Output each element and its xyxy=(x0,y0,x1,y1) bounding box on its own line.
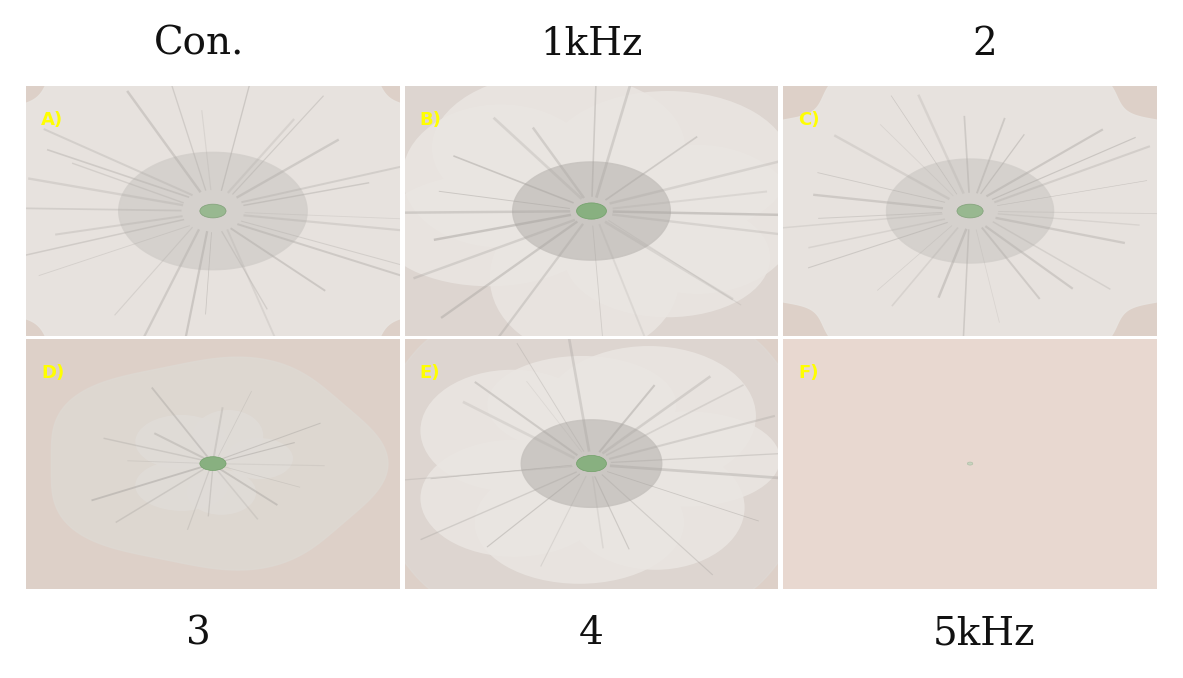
Text: D): D) xyxy=(41,363,64,382)
Ellipse shape xyxy=(564,199,770,317)
Ellipse shape xyxy=(567,445,744,570)
Ellipse shape xyxy=(272,12,911,410)
Ellipse shape xyxy=(0,273,519,654)
Ellipse shape xyxy=(474,461,684,584)
Polygon shape xyxy=(512,162,671,260)
Ellipse shape xyxy=(263,259,920,669)
Polygon shape xyxy=(717,54,1183,369)
Ellipse shape xyxy=(0,12,532,410)
Ellipse shape xyxy=(597,145,799,294)
Ellipse shape xyxy=(487,356,677,453)
Ellipse shape xyxy=(0,259,542,669)
Ellipse shape xyxy=(420,370,605,492)
Text: 3: 3 xyxy=(187,616,211,652)
Text: 2: 2 xyxy=(972,26,996,62)
Ellipse shape xyxy=(226,438,293,479)
Ellipse shape xyxy=(664,273,1183,654)
Polygon shape xyxy=(886,159,1054,263)
Ellipse shape xyxy=(641,6,1183,416)
Ellipse shape xyxy=(671,277,1183,650)
Text: F): F) xyxy=(799,363,819,382)
Polygon shape xyxy=(51,357,388,570)
Ellipse shape xyxy=(0,20,519,401)
Ellipse shape xyxy=(957,204,983,218)
Polygon shape xyxy=(296,41,887,380)
Polygon shape xyxy=(328,313,855,614)
Ellipse shape xyxy=(193,410,264,462)
Text: 5kHz: 5kHz xyxy=(933,616,1035,652)
Ellipse shape xyxy=(968,462,972,465)
Text: 1kHz: 1kHz xyxy=(541,26,642,62)
Ellipse shape xyxy=(187,470,256,515)
Text: 4: 4 xyxy=(578,616,605,652)
Ellipse shape xyxy=(402,104,599,247)
Ellipse shape xyxy=(576,456,607,472)
Ellipse shape xyxy=(544,91,791,237)
Ellipse shape xyxy=(135,460,228,511)
Ellipse shape xyxy=(285,20,898,401)
Polygon shape xyxy=(118,153,308,270)
Ellipse shape xyxy=(0,265,532,662)
Ellipse shape xyxy=(380,174,599,286)
Ellipse shape xyxy=(664,20,1183,401)
Ellipse shape xyxy=(432,73,685,222)
Ellipse shape xyxy=(263,6,920,416)
Ellipse shape xyxy=(651,265,1183,662)
Polygon shape xyxy=(522,420,661,507)
Text: E): E) xyxy=(420,363,440,382)
Ellipse shape xyxy=(420,440,608,557)
Text: B): B) xyxy=(420,111,441,129)
Ellipse shape xyxy=(0,6,542,416)
Text: Con.: Con. xyxy=(154,26,244,62)
Ellipse shape xyxy=(576,203,607,219)
Text: A): A) xyxy=(41,111,63,129)
Polygon shape xyxy=(0,33,498,388)
Ellipse shape xyxy=(200,457,226,471)
Ellipse shape xyxy=(593,412,780,506)
Ellipse shape xyxy=(490,200,679,355)
Ellipse shape xyxy=(272,265,911,662)
Ellipse shape xyxy=(542,346,756,486)
Text: C): C) xyxy=(799,111,820,129)
Ellipse shape xyxy=(285,273,898,654)
Ellipse shape xyxy=(135,415,227,469)
Ellipse shape xyxy=(641,259,1183,669)
Ellipse shape xyxy=(200,204,226,218)
Ellipse shape xyxy=(651,12,1183,410)
